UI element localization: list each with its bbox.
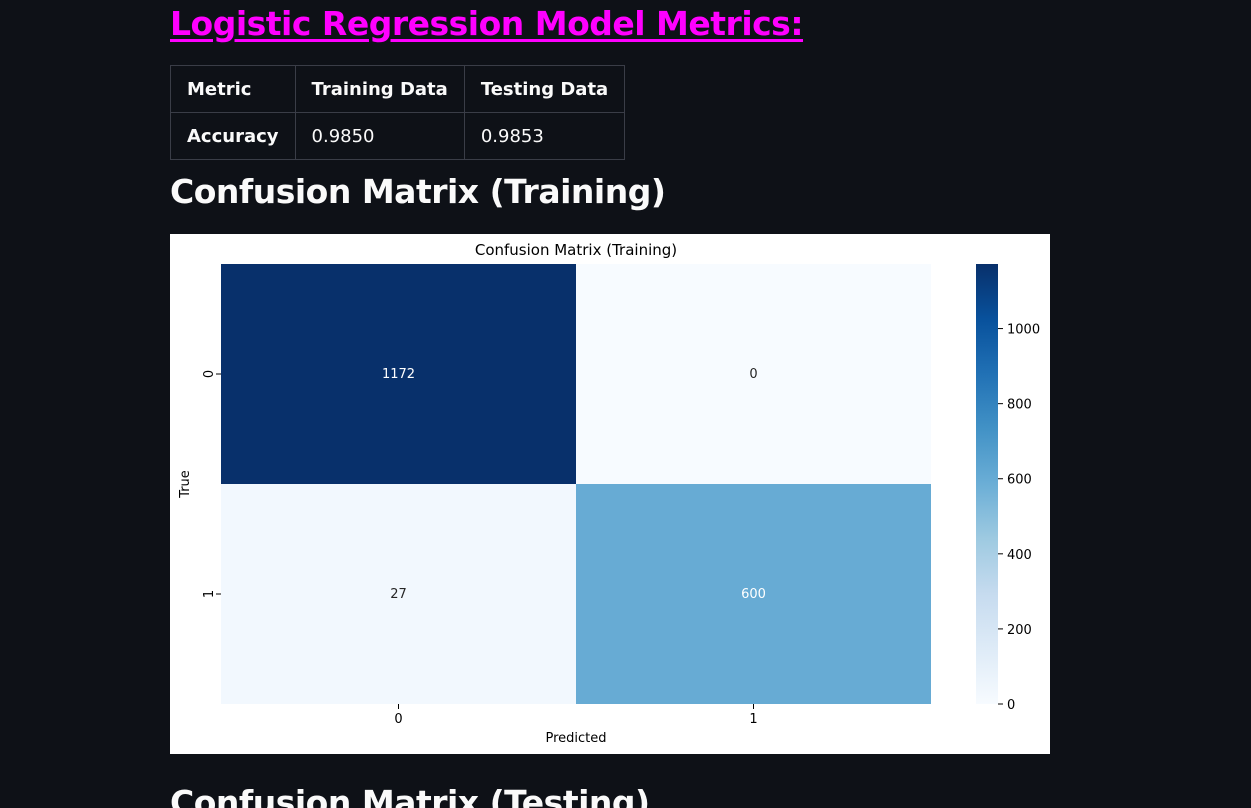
confusion-matrix-chart: Confusion Matrix (Training) 1172 0 27 600 0… — [170, 234, 1050, 754]
colorbar-tick-label-0: 0 — [1007, 698, 1015, 713]
y-axis-label: True — [178, 470, 193, 499]
testing-value-cell: 0.9853 — [463, 112, 626, 160]
y-tick-label-1: 1 — [202, 590, 217, 598]
column-header-metric: Metric — [170, 65, 296, 113]
heatmap-cell-1-0 — [221, 484, 576, 704]
cell-value-label-0-1: 0 — [749, 367, 757, 382]
page-title: Logistic Regression Model Metrics: — [170, 4, 804, 43]
x-tick-label-1: 1 — [749, 712, 757, 727]
x-tick-label-0: 0 — [394, 712, 402, 727]
section-title-testing: Confusion Matrix (Testing) — [170, 783, 650, 808]
heatmap-cell-1-1 — [576, 484, 931, 704]
training-value-cell: 0.9850 — [294, 112, 465, 160]
colorbar-tick-label-2: 400 — [1007, 548, 1032, 563]
confusion-matrix-svg: Confusion Matrix (Training) 1172 0 27 600 0… — [178, 241, 1040, 746]
colorbar-tick-label-3: 600 — [1007, 473, 1032, 488]
column-header-training: Training Data — [294, 65, 465, 113]
metric-name-cell: Accuracy — [170, 112, 296, 160]
section-title-training: Confusion Matrix (Training) — [170, 172, 666, 211]
metrics-table: Metric Training Data Testing Data Accura… — [170, 65, 626, 160]
y-tick-label-0: 0 — [202, 370, 217, 378]
colorbar-tick-label-5: 1000 — [1007, 323, 1040, 338]
colorbar-tick-label-4: 800 — [1007, 398, 1032, 413]
heatmap-cell-0-1 — [576, 264, 931, 484]
chart-title: Confusion Matrix (Training) — [475, 241, 677, 259]
x-axis-label: Predicted — [545, 731, 606, 746]
cell-value-label-0-0: 1172 — [382, 367, 415, 382]
heatmap-cell-0-0 — [221, 264, 576, 484]
column-header-testing: Testing Data — [463, 65, 626, 113]
colorbar-tick-label-1: 200 — [1007, 623, 1032, 638]
table-header-row: Metric Training Data Testing Data — [170, 65, 626, 113]
cell-value-label-1-0: 27 — [390, 587, 407, 602]
cell-value-label-1-1: 600 — [741, 587, 766, 602]
colorbar — [976, 264, 998, 704]
table-row: Accuracy 0.9850 0.9853 — [170, 112, 626, 160]
